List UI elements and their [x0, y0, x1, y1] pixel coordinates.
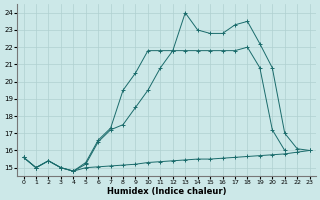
X-axis label: Humidex (Indice chaleur): Humidex (Indice chaleur)	[107, 187, 226, 196]
